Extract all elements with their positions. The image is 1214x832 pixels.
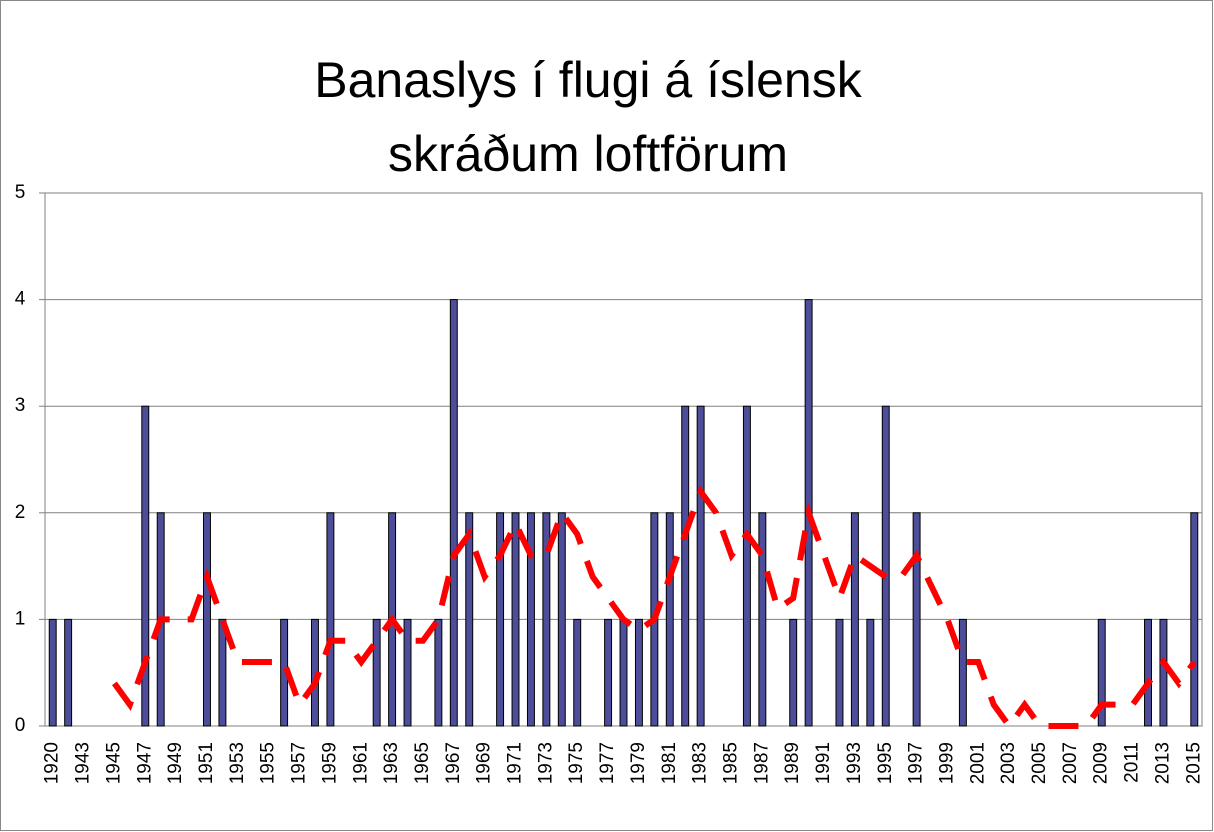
x-tick-label: 1963 — [381, 742, 402, 784]
bar — [835, 618, 844, 727]
bar — [866, 618, 875, 727]
bar — [619, 618, 628, 727]
bar — [634, 618, 643, 727]
bar — [758, 512, 767, 727]
bar — [681, 405, 690, 727]
bar — [573, 618, 582, 727]
bar — [403, 618, 412, 727]
x-tick-label: 1995 — [875, 742, 896, 784]
bar — [604, 618, 613, 727]
bar — [789, 618, 798, 727]
chart-title: Banaslys í flugi á íslensk — [314, 52, 862, 108]
y-tick-label: 2 — [15, 502, 26, 523]
x-tick-label: 2015 — [1183, 742, 1204, 784]
x-tick-label: 1983 — [690, 742, 711, 784]
y-tick-label: 3 — [15, 395, 26, 416]
x-tick-label: 1993 — [844, 742, 865, 784]
x-tick-label: 2003 — [998, 742, 1019, 784]
x-tick-label: 2005 — [1029, 742, 1050, 784]
x-tick-label: 1999 — [936, 742, 957, 784]
y-tick-label: 5 — [15, 182, 26, 203]
x-tick-label: 2009 — [1091, 742, 1112, 784]
x-tick-label: 1985 — [721, 742, 742, 784]
x-tick-label: 1969 — [474, 742, 495, 784]
y-tick-label: 4 — [15, 289, 26, 310]
x-tick-label: 2011 — [1122, 742, 1143, 783]
x-tick-label: 1997 — [906, 742, 927, 784]
x-tick-label: 1955 — [258, 742, 279, 784]
x-tick-label: 1989 — [782, 742, 803, 784]
x-tick-label: 1981 — [659, 742, 680, 784]
bar — [434, 618, 443, 727]
bar — [372, 618, 381, 727]
bar — [1190, 512, 1199, 727]
y-tick-label: 1 — [15, 608, 26, 629]
bar — [326, 512, 335, 727]
bar — [850, 512, 859, 727]
bar — [912, 512, 921, 727]
x-tick-label: 1943 — [73, 742, 94, 784]
bar — [958, 618, 967, 727]
bar — [449, 299, 458, 727]
bar — [542, 512, 551, 727]
x-tick-label: 1977 — [597, 742, 618, 784]
bar — [1159, 618, 1168, 727]
x-tick-label: 1961 — [350, 742, 371, 784]
x-tick-label: 1949 — [165, 742, 186, 784]
bar — [526, 512, 535, 727]
bar — [696, 405, 705, 727]
y-tick-label: 0 — [15, 715, 26, 736]
bar — [881, 405, 890, 727]
bar — [48, 618, 57, 727]
x-tick-label: 1979 — [628, 742, 649, 784]
x-tick-label: 1953 — [227, 742, 248, 784]
x-tick-label: 1920 — [42, 742, 63, 784]
x-tick-label: 1965 — [412, 742, 433, 784]
x-tick-label: 1957 — [289, 742, 310, 784]
bar — [665, 512, 674, 727]
bar — [1144, 618, 1152, 727]
x-tick-label: 1987 — [751, 742, 772, 784]
bar — [496, 512, 505, 727]
chart-title: skráðum loftförum — [388, 126, 788, 182]
bar — [141, 405, 150, 727]
x-tick-label: 1945 — [103, 742, 124, 784]
bar — [203, 512, 211, 727]
x-tick-label: 1951 — [196, 742, 217, 784]
bar — [742, 405, 751, 727]
bar — [465, 512, 474, 727]
x-tick-label: 2001 — [967, 742, 988, 784]
bar — [511, 512, 520, 727]
x-tick-label: 2013 — [1152, 742, 1173, 784]
bar — [218, 618, 227, 727]
x-tick-label: 1967 — [443, 742, 464, 784]
x-tick-label: 1973 — [535, 742, 556, 784]
x-tick-label: 1959 — [319, 742, 340, 784]
bar — [64, 618, 73, 727]
x-tick-label: 1975 — [566, 742, 587, 784]
bar — [557, 512, 566, 727]
x-tick-label: 1971 — [505, 742, 526, 784]
x-tick-label: 1947 — [134, 742, 155, 784]
bar — [1097, 618, 1106, 727]
x-tick-label: 1991 — [813, 742, 834, 784]
x-tick-label: 2007 — [1060, 742, 1081, 784]
moving-average-line — [111, 485, 1197, 732]
